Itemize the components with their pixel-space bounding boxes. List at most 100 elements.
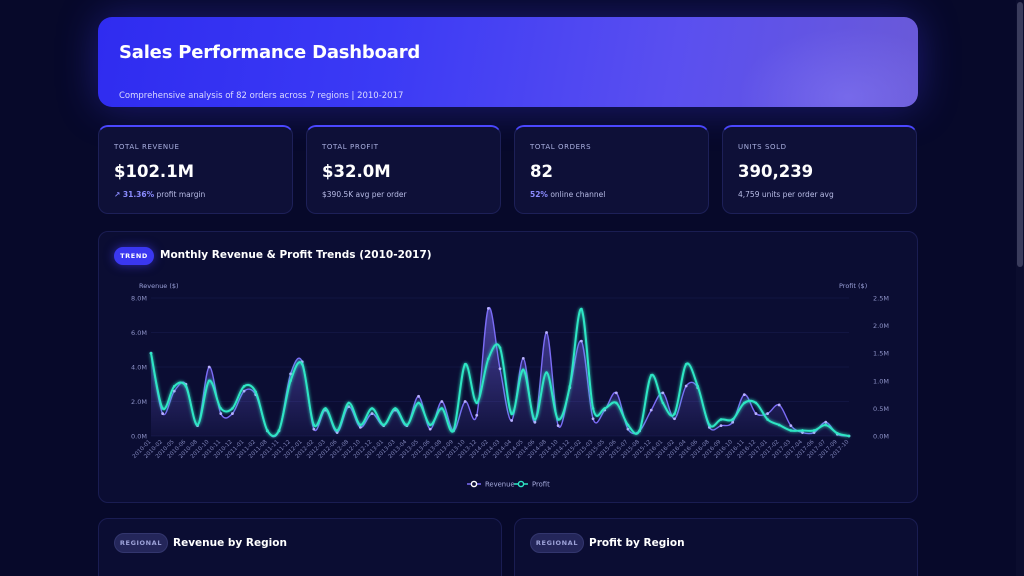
profit-point (324, 407, 327, 410)
profit-point (452, 429, 455, 432)
profit-point (603, 407, 606, 410)
revenue-point (591, 417, 595, 421)
profit-point (475, 401, 479, 405)
profit-point (801, 429, 804, 432)
revenue-point (754, 412, 758, 415)
y-tick-left: 0.0M (131, 433, 147, 441)
regional-badge: REGIONAL (114, 533, 168, 553)
kpi-label: TOTAL ORDERS (530, 143, 592, 151)
kpi-note-text: 4,759 units per order avg (738, 190, 834, 199)
profit-point (754, 401, 758, 405)
profit-point (615, 401, 618, 405)
kpi-note: $390.5K avg per order (322, 190, 407, 199)
kpi-card-units-sold: UNITS SOLD 390,239 4,759 units per order… (722, 125, 917, 214)
kpi-card-total-orders: TOTAL ORDERS 82 52% online channel (514, 125, 709, 214)
revenue-point (649, 408, 653, 412)
legend-label: Profit (532, 481, 550, 489)
y-tick-right: 1.5M (873, 350, 889, 358)
profit-point (673, 412, 676, 416)
scrollbar-thumb[interactable] (1017, 2, 1023, 267)
revenue-point (614, 391, 618, 395)
revenue-point (219, 412, 223, 415)
profit-point (824, 423, 828, 427)
page-title: Sales Performance Dashboard (119, 42, 421, 63)
trend-badge: TREND (114, 247, 154, 265)
revenue-point (172, 389, 176, 393)
profit-point (382, 423, 385, 427)
revenue-point (463, 400, 467, 403)
profit-point (847, 434, 851, 438)
profit-point (266, 429, 269, 432)
profit-point (719, 418, 723, 421)
profit-point (254, 390, 257, 394)
vertical-scrollbar[interactable] (1016, 0, 1024, 576)
revenue-point (335, 431, 339, 434)
profit-point (149, 351, 153, 355)
profit-point (172, 385, 176, 388)
profit-point (812, 429, 816, 432)
y-tick-right: 1.0M (873, 377, 889, 385)
profit-point (568, 385, 572, 388)
revenue-point (580, 339, 583, 343)
revenue-by-region-panel: REGIONAL Revenue by Region (98, 518, 502, 576)
profit-point (347, 401, 351, 405)
kpi-note: ↗ 31.36% profit margin (114, 190, 205, 199)
profit-point (312, 423, 316, 427)
revenue-point (684, 384, 688, 388)
profit-point (580, 307, 583, 311)
revenue-point (789, 424, 793, 428)
profit-point (207, 379, 211, 383)
revenue-point (742, 393, 746, 396)
legend-marker (517, 480, 525, 488)
revenue-point (475, 413, 479, 417)
kpi-card-total-profit: TOTAL PROFIT $32.0M $390.5K avg per orde… (306, 125, 501, 214)
y-axis-label-right: Profit ($) (839, 282, 867, 290)
profit-point (661, 401, 665, 405)
trend-chart-title: Monthly Revenue & Profit Trends (2010-20… (160, 249, 432, 261)
profit-point (626, 423, 630, 427)
profit-point (766, 418, 769, 421)
profit-point (428, 423, 432, 427)
profit-point (777, 423, 781, 427)
profit-point (836, 431, 839, 435)
profit-point (649, 373, 653, 377)
profit-point (335, 429, 339, 432)
profit-point (533, 418, 537, 421)
kpi-note: 52% online channel (530, 190, 605, 199)
profit-point (638, 429, 641, 432)
profit-point (277, 429, 281, 432)
y-tick-left: 8.0M (131, 295, 147, 303)
revenue-point (812, 431, 816, 434)
legend-marker (470, 480, 478, 488)
profit-point (591, 407, 595, 410)
profit-point (184, 385, 188, 388)
legend-label: Revenue (485, 481, 515, 489)
revenue-point (207, 365, 211, 369)
y-tick-left: 6.0M (131, 329, 147, 337)
y-axis-label-left: Revenue ($) (139, 282, 179, 290)
revenue-point (661, 391, 665, 395)
kpi-value: $102.1M (114, 162, 195, 181)
profit-point (359, 423, 362, 427)
kpi-note: 4,759 units per order avg (738, 190, 834, 199)
profit-point (231, 407, 234, 410)
revenue-point (440, 400, 444, 403)
revenue-point (312, 427, 316, 431)
profit-point (405, 423, 409, 427)
revenue-point (731, 420, 735, 424)
kpi-value: 390,239 (738, 162, 814, 181)
profit-point (487, 357, 490, 361)
kpi-note-accent: ↗ 31.36% (114, 190, 155, 199)
revenue-by-region-title: Revenue by Region (173, 537, 287, 549)
revenue-point (626, 427, 630, 431)
revenue-point (347, 405, 351, 409)
revenue-point (231, 412, 234, 415)
revenue-point (289, 372, 292, 376)
revenue-point (510, 419, 514, 422)
page-subtitle: Comprehensive analysis of 82 orders acro… (119, 91, 404, 101)
profit-point (789, 429, 793, 432)
revenue-point (766, 412, 769, 415)
header-banner: Sales Performance Dashboard Comprehensiv… (98, 17, 918, 107)
revenue-point (161, 412, 165, 415)
trend-chart-panel: TREND Monthly Revenue & Profit Trends (2… (98, 231, 918, 503)
